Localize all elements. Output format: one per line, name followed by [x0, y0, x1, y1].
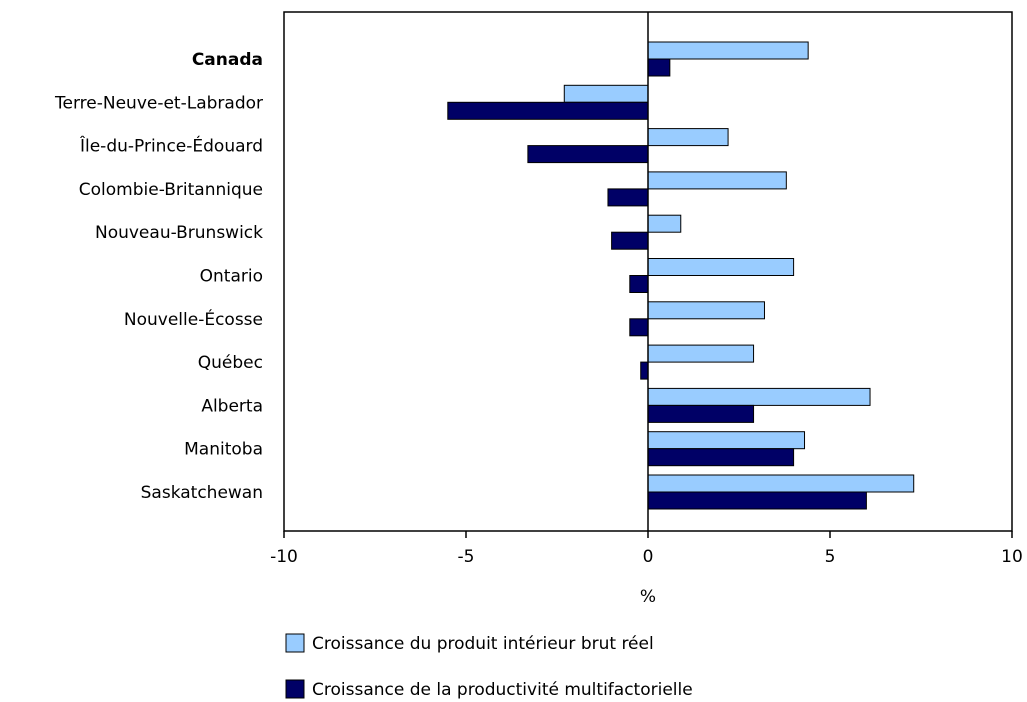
x-tick-label: 10 [1001, 547, 1023, 567]
bar-mfp-0 [647, 58, 671, 77]
category-label: Ontario [200, 267, 263, 287]
category-label: Manitoba [184, 440, 263, 460]
category-labels: Canada Terre-Neuve-et-Labrador Île-du-Prin… [54, 50, 263, 503]
bar-gdp-7 [647, 344, 755, 363]
category-label: Canada [192, 50, 263, 70]
bar-mfp-4 [611, 231, 649, 250]
bar-gdp-4 [647, 214, 682, 233]
x-tick-label: 5 [825, 547, 836, 567]
legend-label: Croissance de la productivité multifacto… [312, 680, 693, 700]
bar-gdp-6 [647, 301, 765, 320]
category-label: Nouvelle-Écosse [124, 308, 263, 330]
bar-gdp-8 [647, 387, 871, 406]
bar-mfp-8 [647, 404, 755, 423]
x-tick-label: -10 [270, 547, 298, 567]
bar-mfp-2 [527, 145, 649, 164]
bar-gdp-2 [647, 128, 729, 147]
category-label: Colombie-Britannique [79, 180, 263, 200]
category-label: Saskatchewan [141, 483, 263, 503]
bar-gdp-0 [647, 41, 809, 60]
bar-mfp-1 [447, 101, 649, 120]
x-tick-label: -5 [458, 547, 475, 567]
bar-mfp-6 [629, 318, 649, 337]
bar-mfp-3 [607, 188, 649, 207]
legend-swatch-gdp [285, 633, 305, 653]
legend-label: Croissance du produit intérieur brut rée… [312, 634, 654, 654]
bar-mfp-5 [629, 275, 649, 293]
x-tick-label: 0 [643, 547, 654, 567]
bar-mfp-10 [647, 491, 867, 510]
category-label: Terre-Neuve-et-Labrador [54, 93, 263, 113]
legend: Croissance du produit intérieur brut rée… [285, 633, 693, 700]
bar-gdp-3 [647, 171, 787, 190]
bar-gdp-5 [647, 258, 795, 276]
bar-gdp-10 [647, 474, 915, 493]
bar-mfp-7 [640, 361, 649, 380]
x-axis-ticks: -10 -5 0 5 10 [270, 531, 1023, 567]
bar-gdp-1 [563, 84, 649, 103]
category-label: Alberta [201, 396, 263, 416]
bar-mfp-9 [647, 448, 795, 467]
bar-gdp-9 [647, 431, 806, 450]
x-axis-label: % [640, 587, 656, 607]
category-label: Île-du-Prince-Édouard [79, 135, 263, 157]
legend-swatch-mfp [285, 679, 305, 699]
bars-layer [447, 41, 915, 510]
category-label: Québec [198, 353, 263, 373]
category-label: Nouveau-Brunswick [95, 223, 263, 243]
